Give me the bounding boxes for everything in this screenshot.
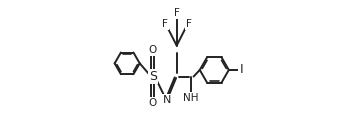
Text: O: O [149,45,157,55]
Text: I: I [239,63,243,76]
Text: F: F [162,19,168,29]
Text: F: F [185,19,192,29]
Text: S: S [149,70,157,83]
Text: NH: NH [183,93,199,103]
Text: F: F [174,8,180,18]
Text: N: N [163,95,171,105]
Text: O: O [149,98,157,108]
